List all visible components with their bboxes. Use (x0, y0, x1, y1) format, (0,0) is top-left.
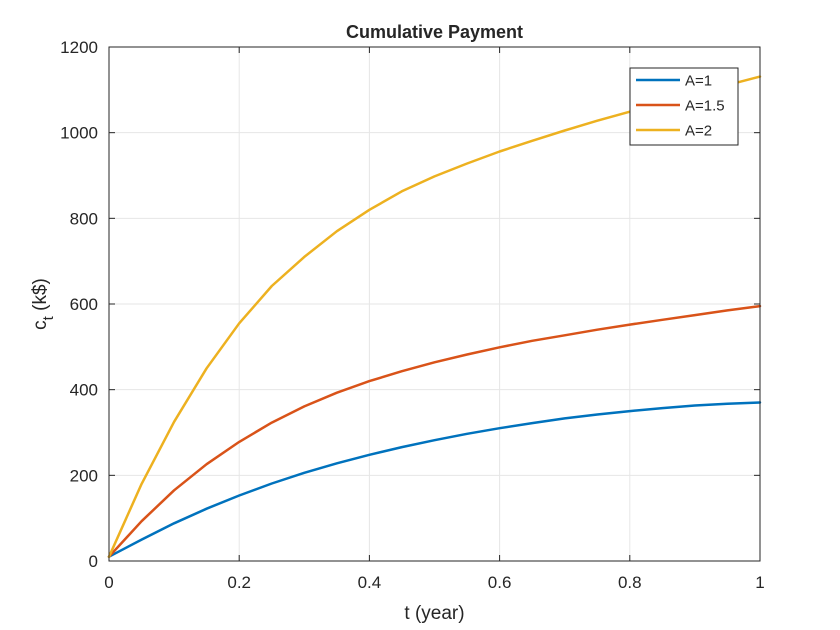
y-tick-labels: 0 200 400 600 800 1000 1200 (60, 38, 98, 571)
grid (108, 46, 761, 562)
legend-label-3: A=2 (685, 123, 712, 140)
y-axis-label-subscript: t (40, 315, 57, 320)
x-tick-label: 0.4 (358, 573, 382, 592)
y-axis-label-unit: (k$) (30, 278, 51, 316)
y-tick-label: 400 (70, 381, 98, 400)
y-tick-label: 800 (70, 209, 98, 228)
axis-ticks (108, 46, 761, 562)
y-axis-label: ct (k$) (30, 278, 57, 330)
y-tick-label: 600 (70, 295, 98, 314)
legend-label-2: A=1.5 (685, 98, 725, 115)
x-tick-labels: 0 0.2 0.4 0.6 0.8 1 (104, 573, 764, 592)
legend: A=1 A=1.5 A=2 (629, 67, 739, 146)
chart-title: Cumulative Payment (346, 22, 523, 42)
legend-label-1: A=1 (685, 73, 712, 90)
x-tick-label: 1 (755, 573, 764, 592)
series-line-1 (107, 401, 762, 558)
y-tick-label: 1000 (60, 124, 98, 143)
y-tick-label: 1200 (60, 38, 98, 57)
x-tick-label: 0.6 (488, 573, 512, 592)
x-axis-label: t (year) (404, 603, 464, 624)
series-line-2 (107, 304, 762, 558)
x-tick-label: 0.8 (618, 573, 642, 592)
x-tick-label: 0 (104, 573, 113, 592)
svg-text:ct (k$): ct (k$) (30, 278, 57, 330)
y-tick-label: 200 (70, 466, 98, 485)
y-axis-label-main: c (30, 320, 51, 330)
x-tick-label: 0.2 (227, 573, 251, 592)
y-tick-label: 0 (89, 552, 98, 571)
